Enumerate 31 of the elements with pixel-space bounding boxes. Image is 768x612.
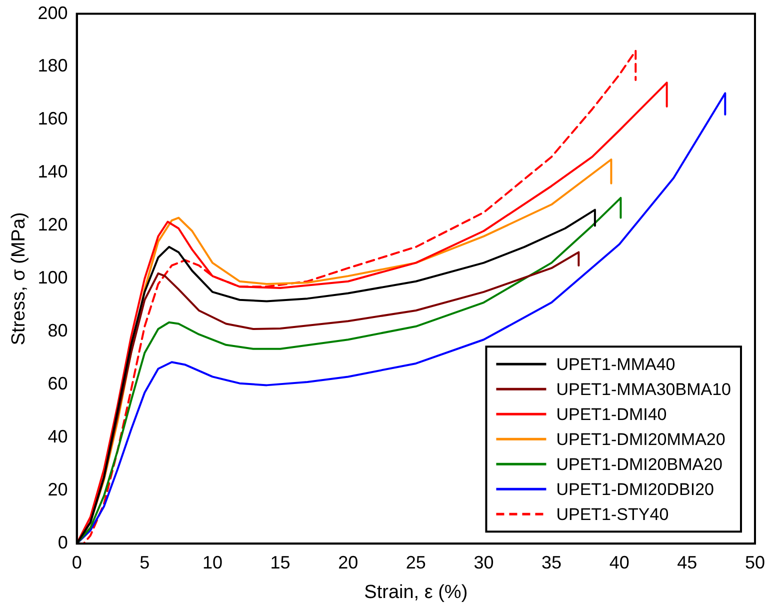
y-tick-label: 140 [38, 162, 68, 182]
y-tick-label: 80 [48, 320, 68, 341]
y-axis-title: Stress, σ (MPa) [8, 212, 30, 346]
y-tick-label: 100 [38, 268, 68, 288]
legend-label: UPET1-MMA30BMA10 [556, 380, 731, 399]
x-tick-label: 25 [406, 552, 426, 572]
x-tick-label: 35 [542, 552, 562, 572]
legend-label: UPET1-MMA40 [556, 354, 676, 374]
x-tick-label: 5 [140, 552, 150, 572]
y-tick-label: 200 [38, 2, 68, 23]
x-axis-title: Strain, ε (%) [364, 582, 468, 603]
x-tick-label: 45 [677, 552, 698, 572]
y-tick-label: 0 [58, 532, 68, 553]
x-tick-label: 15 [270, 552, 290, 572]
legend-label: UPET1-DMI20BMA20 [556, 454, 722, 474]
legend-label: UPET1-DMI20DBI20 [556, 480, 714, 499]
x-tick-label: 50 [744, 552, 766, 572]
x-tick-label: 20 [338, 552, 358, 572]
legend-label: UPET1-DMI40 [556, 404, 667, 424]
y-tick-label: 120 [38, 214, 68, 235]
y-tick-label: 20 [48, 480, 68, 500]
x-tick-label: 30 [474, 552, 494, 572]
legend-label: UPET1-DMI20MMA20 [556, 430, 726, 449]
y-tick-label: 40 [48, 426, 68, 447]
y-tick-label: 180 [38, 56, 68, 76]
y-tick-label: 160 [38, 108, 68, 129]
x-tick-label: 40 [609, 552, 630, 572]
y-tick-label: 60 [48, 374, 68, 394]
x-tick-label: 10 [202, 552, 222, 572]
legend-label: UPET1-STY40 [556, 504, 669, 524]
x-tick-label: 0 [72, 552, 82, 572]
